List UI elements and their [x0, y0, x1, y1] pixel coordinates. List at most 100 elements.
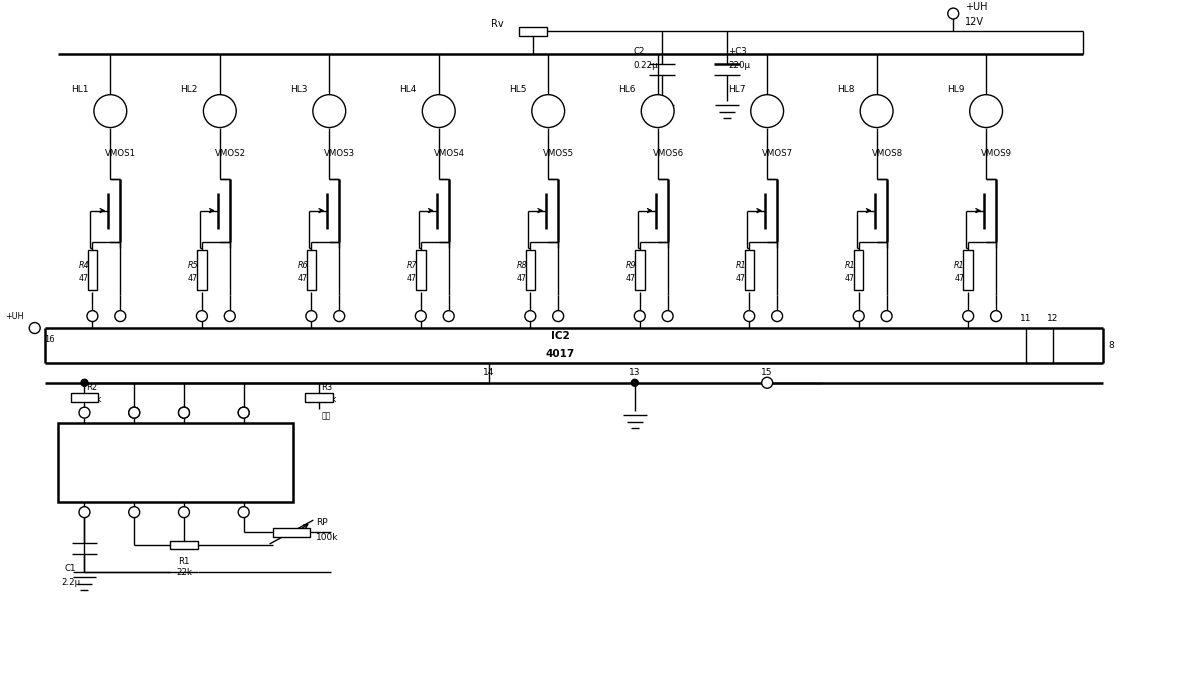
- Text: VMOS3: VMOS3: [324, 149, 355, 159]
- Text: 10k: 10k: [322, 395, 337, 404]
- Text: VMOS8: VMOS8: [871, 149, 903, 159]
- Text: IC1: IC1: [164, 446, 186, 459]
- Text: 7: 7: [418, 313, 424, 323]
- Bar: [520, 27, 547, 36]
- Text: 3: 3: [89, 313, 95, 323]
- Text: 12V: 12V: [965, 16, 984, 27]
- Circle shape: [881, 311, 893, 322]
- Circle shape: [128, 407, 140, 418]
- Text: 4017: 4017: [546, 350, 575, 359]
- Circle shape: [115, 311, 126, 322]
- Text: 11: 11: [1020, 313, 1032, 323]
- Circle shape: [553, 311, 564, 322]
- Text: R12: R12: [954, 261, 970, 270]
- Circle shape: [772, 311, 782, 322]
- Circle shape: [239, 407, 249, 418]
- Text: 5: 5: [241, 408, 247, 417]
- Text: 16: 16: [44, 335, 55, 344]
- Text: 2.2μ: 2.2μ: [61, 578, 80, 587]
- Circle shape: [762, 377, 773, 388]
- Text: 47k: 47k: [188, 274, 203, 283]
- Circle shape: [80, 507, 90, 517]
- Text: HL1: HL1: [71, 85, 89, 93]
- Circle shape: [87, 311, 97, 322]
- Text: HL3: HL3: [290, 85, 307, 93]
- Text: VMOS5: VMOS5: [544, 149, 575, 159]
- Text: 47k: 47k: [845, 274, 859, 283]
- Bar: [88, 251, 97, 290]
- Text: 47k: 47k: [735, 274, 750, 283]
- Text: 2: 2: [199, 313, 204, 323]
- Circle shape: [81, 379, 88, 386]
- Text: Rv: Rv: [491, 19, 503, 29]
- Bar: [305, 393, 334, 402]
- Text: HL8: HL8: [837, 85, 855, 93]
- Text: 13: 13: [629, 368, 641, 377]
- Circle shape: [30, 323, 40, 333]
- Bar: [635, 251, 645, 290]
- Text: 47k: 47k: [626, 274, 641, 283]
- Text: IC2: IC2: [551, 332, 570, 341]
- Bar: [58, 423, 293, 502]
- Circle shape: [991, 311, 1002, 322]
- Text: HL2: HL2: [180, 85, 198, 93]
- Circle shape: [970, 95, 1003, 128]
- Bar: [273, 528, 310, 537]
- Text: R9: R9: [626, 261, 636, 270]
- Text: 0.22μ: 0.22μ: [634, 61, 659, 70]
- Text: 7: 7: [182, 408, 186, 417]
- Bar: [964, 251, 973, 290]
- Text: 47k: 47k: [407, 274, 421, 283]
- Text: R2: R2: [87, 383, 97, 392]
- Text: R10: R10: [735, 261, 751, 270]
- Text: 220μ: 220μ: [729, 61, 750, 70]
- Text: HL4: HL4: [400, 85, 417, 93]
- Text: VMOS7: VMOS7: [762, 149, 793, 159]
- Circle shape: [313, 95, 345, 128]
- Circle shape: [963, 311, 973, 322]
- Text: HL5: HL5: [509, 85, 526, 93]
- Text: +UH: +UH: [965, 1, 988, 12]
- Text: 10k: 10k: [87, 395, 102, 404]
- Bar: [744, 251, 754, 290]
- Text: 兴奋: 兴奋: [322, 411, 330, 420]
- Circle shape: [80, 407, 90, 418]
- Text: R8: R8: [516, 261, 527, 270]
- Text: VMOS1: VMOS1: [106, 149, 137, 159]
- Circle shape: [178, 407, 190, 418]
- Text: 2: 2: [132, 508, 137, 517]
- Text: 8: 8: [182, 508, 186, 517]
- Circle shape: [634, 311, 646, 322]
- Circle shape: [415, 311, 426, 322]
- Circle shape: [947, 8, 959, 19]
- Circle shape: [239, 407, 249, 418]
- Text: VMOS9: VMOS9: [982, 149, 1013, 159]
- Circle shape: [196, 311, 208, 322]
- Circle shape: [94, 95, 127, 128]
- Text: R4: R4: [78, 261, 89, 270]
- Circle shape: [178, 407, 190, 418]
- Text: R3: R3: [322, 383, 332, 392]
- Text: 1: 1: [637, 313, 642, 323]
- Text: R11: R11: [845, 261, 861, 270]
- Text: C1: C1: [65, 565, 76, 574]
- Circle shape: [525, 311, 535, 322]
- Circle shape: [128, 507, 140, 517]
- Circle shape: [750, 95, 783, 128]
- Text: 47k: 47k: [78, 274, 94, 283]
- Text: 10: 10: [525, 313, 537, 323]
- Text: 9: 9: [965, 313, 971, 323]
- Circle shape: [224, 311, 235, 322]
- Text: 47k: 47k: [298, 274, 312, 283]
- Text: VMOS2: VMOS2: [215, 149, 246, 159]
- Bar: [197, 251, 207, 290]
- Circle shape: [128, 407, 140, 418]
- Text: 7555: 7555: [158, 468, 193, 481]
- Text: +UH: +UH: [6, 312, 24, 321]
- Bar: [853, 251, 863, 290]
- Text: 15: 15: [761, 368, 773, 377]
- Text: 4: 4: [309, 313, 315, 323]
- Text: R1: R1: [178, 557, 190, 566]
- Text: HL6: HL6: [618, 85, 636, 93]
- Circle shape: [631, 379, 639, 386]
